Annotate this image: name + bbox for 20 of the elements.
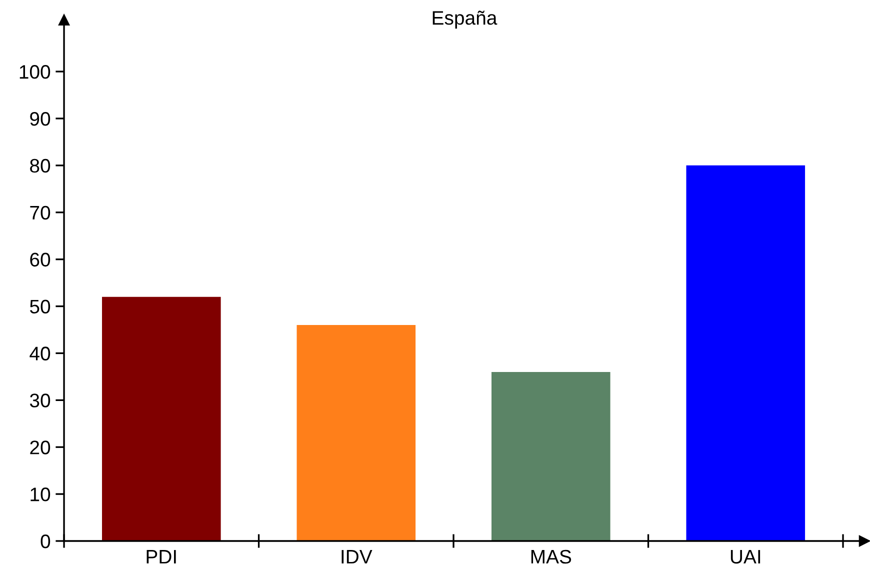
- y-tick-label: 100: [20, 65, 50, 79]
- bar: [102, 296, 221, 541]
- y-tick-label: 90: [30, 112, 50, 126]
- y-tick-label: 30: [30, 394, 50, 408]
- y-tick-label: 50: [30, 300, 50, 314]
- y-tick-label: 40: [30, 346, 50, 360]
- y-tick-label: 80: [30, 158, 50, 173]
- y-tick-label: 0: [40, 534, 50, 548]
- x-tick-label: MAS: [531, 550, 572, 564]
- x-tick-label: PDI: [146, 550, 176, 564]
- y-tick-label: 20: [30, 440, 50, 454]
- bar: [686, 165, 806, 541]
- bar: [296, 325, 416, 541]
- bar: [491, 372, 610, 541]
- x-tick-label: IDV: [342, 550, 372, 564]
- y-tick-label: 60: [30, 252, 50, 267]
- chart-title: España: [432, 10, 498, 29]
- y-tick-label: 70: [30, 206, 50, 220]
- x-tick-label: UAI: [730, 550, 760, 564]
- y-tick-label: 10: [30, 488, 50, 502]
